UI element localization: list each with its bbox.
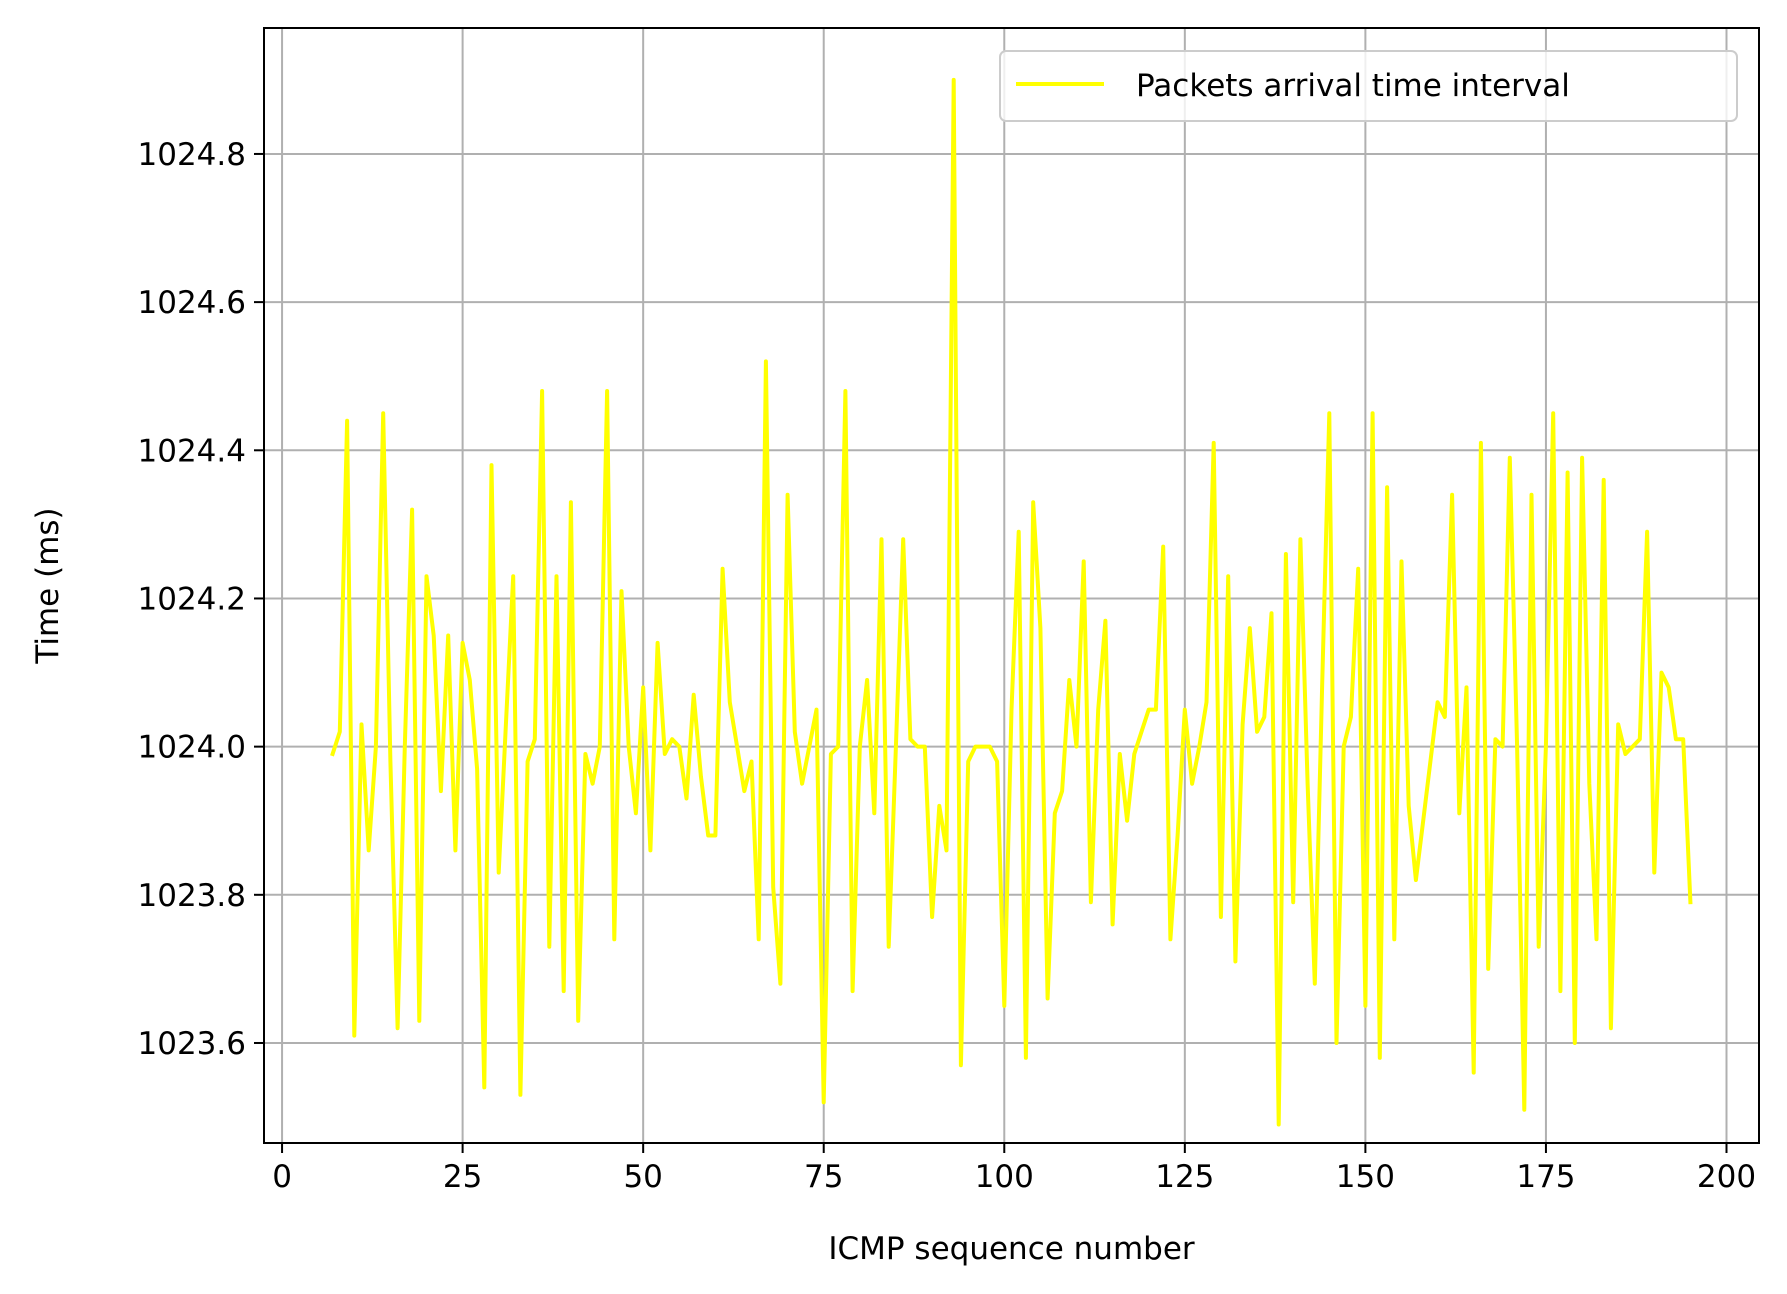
series-layer <box>330 77 1693 1127</box>
x-tick-label: 150 <box>1336 1159 1395 1195</box>
y-tick-label: 1024.6 <box>138 285 246 321</box>
x-tick-label: 125 <box>1155 1159 1214 1195</box>
x-tick-label: 50 <box>623 1159 662 1195</box>
y-tick-label: 1023.8 <box>138 878 246 914</box>
plot-frame <box>263 27 1760 1144</box>
legend: Packets arrival time interval <box>999 50 1738 122</box>
x-tick-label: 75 <box>804 1159 843 1195</box>
y-tick-label: 1024.2 <box>138 581 246 617</box>
series-line <box>330 77 1693 1127</box>
x-tick-label: 25 <box>443 1159 482 1195</box>
x-tick-label: 200 <box>1697 1159 1756 1195</box>
y-tick-label: 1024.0 <box>138 730 246 766</box>
legend-box <box>999 50 1738 122</box>
x-tick-label: 0 <box>272 1159 292 1195</box>
y-tick-label: 1024.8 <box>138 137 246 173</box>
x-axis-label: ICMP sequence number <box>828 1231 1195 1267</box>
x-tick-label: 175 <box>1516 1159 1575 1195</box>
x-tick-label: 100 <box>975 1159 1034 1195</box>
y-tick-label: 1024.4 <box>138 433 246 469</box>
legend-entry-label: Packets arrival time interval <box>1136 68 1570 104</box>
y-axis-label: Time (ms) <box>30 507 66 664</box>
y-tick-label: 1023.6 <box>138 1026 246 1062</box>
ticks: 0 25 50 75 100 125 150 175 200 1023.6 1023.8 1024.0… <box>138 137 1757 1195</box>
